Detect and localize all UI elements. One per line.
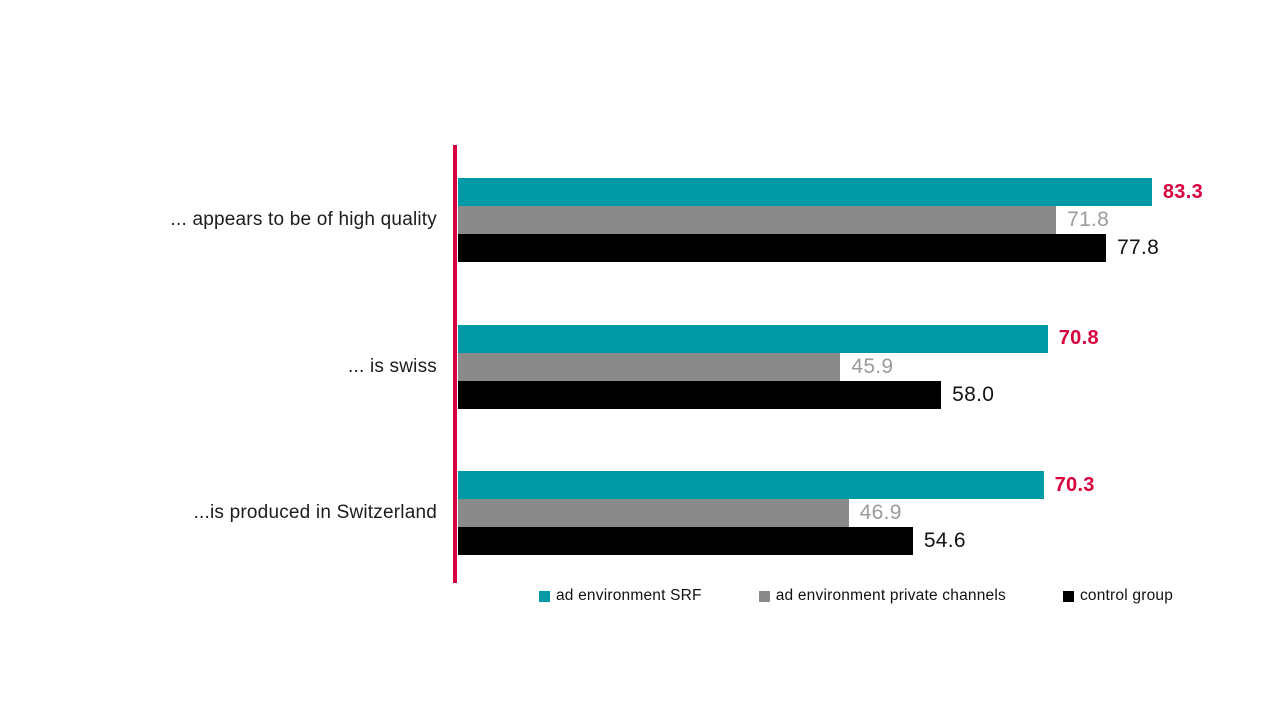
legend-label: ad environment SRF [555,587,702,604]
bar-srf [458,178,1152,206]
value-label: 83.3 [1162,180,1204,203]
value-label: 45.9 [851,354,894,378]
legend-swatch-teal-icon [538,590,550,602]
legend-swatch-black-icon [1062,590,1074,602]
bar-row: 46.9 [458,499,1203,527]
legend-item-control-group: control group [1062,587,1174,605]
value-label: 70.8 [1058,327,1099,349]
bar-row: 58.0 [458,380,1203,409]
bar-private-channels [458,206,1057,234]
bar-row: 71.8 [458,206,1203,234]
value-label: 70.3 [1054,473,1095,496]
category-label: ... appears to be of high quality [170,209,437,230]
bar-srf [458,471,1044,499]
value-label: 77.8 [1117,236,1160,259]
legend-swatch-gray-icon [758,590,770,602]
category-label: ...is produced in Switzerland [193,502,437,523]
bar-group: ... is swiss 70.8 45.9 58.0 [348,324,1203,409]
bar-srf [458,324,1048,353]
bar-row: 70.8 [458,324,1203,353]
bar-control-group [458,380,942,409]
axis-baseline [453,145,457,583]
bar-row: 70.3 [458,471,1203,499]
bar-control-group [458,527,913,555]
bar-private-channels [458,352,841,381]
bar-group: ...is produced in Switzerland 70.3 46.9 … [194,471,1203,555]
value-label: 71.8 [1067,208,1110,231]
legend: ad environment SRF ad environment privat… [458,587,1254,605]
bar-row: 83.3 [458,178,1203,206]
bar-row: 54.6 [458,527,1203,555]
legend-label: ad environment private channels [775,587,1006,604]
bar-control-group [458,234,1107,262]
legend-item-srf: ad environment SRF [538,587,702,605]
bar-row: 77.8 [458,234,1203,262]
plot-area: ... appears to be of high quality 83.3 7… [171,178,1203,555]
value-label: 46.9 [859,501,902,524]
bar-private-channels [458,499,849,527]
legend-label: control group [1079,587,1174,604]
value-label: 58.0 [952,382,995,406]
legend-item-private-channels: ad environment private channels [758,587,1006,605]
bar-row: 45.9 [458,352,1203,381]
bar-group: ... appears to be of high quality 83.3 7… [171,178,1203,262]
value-label: 54.6 [923,529,966,552]
category-label: ... is swiss [348,355,437,377]
